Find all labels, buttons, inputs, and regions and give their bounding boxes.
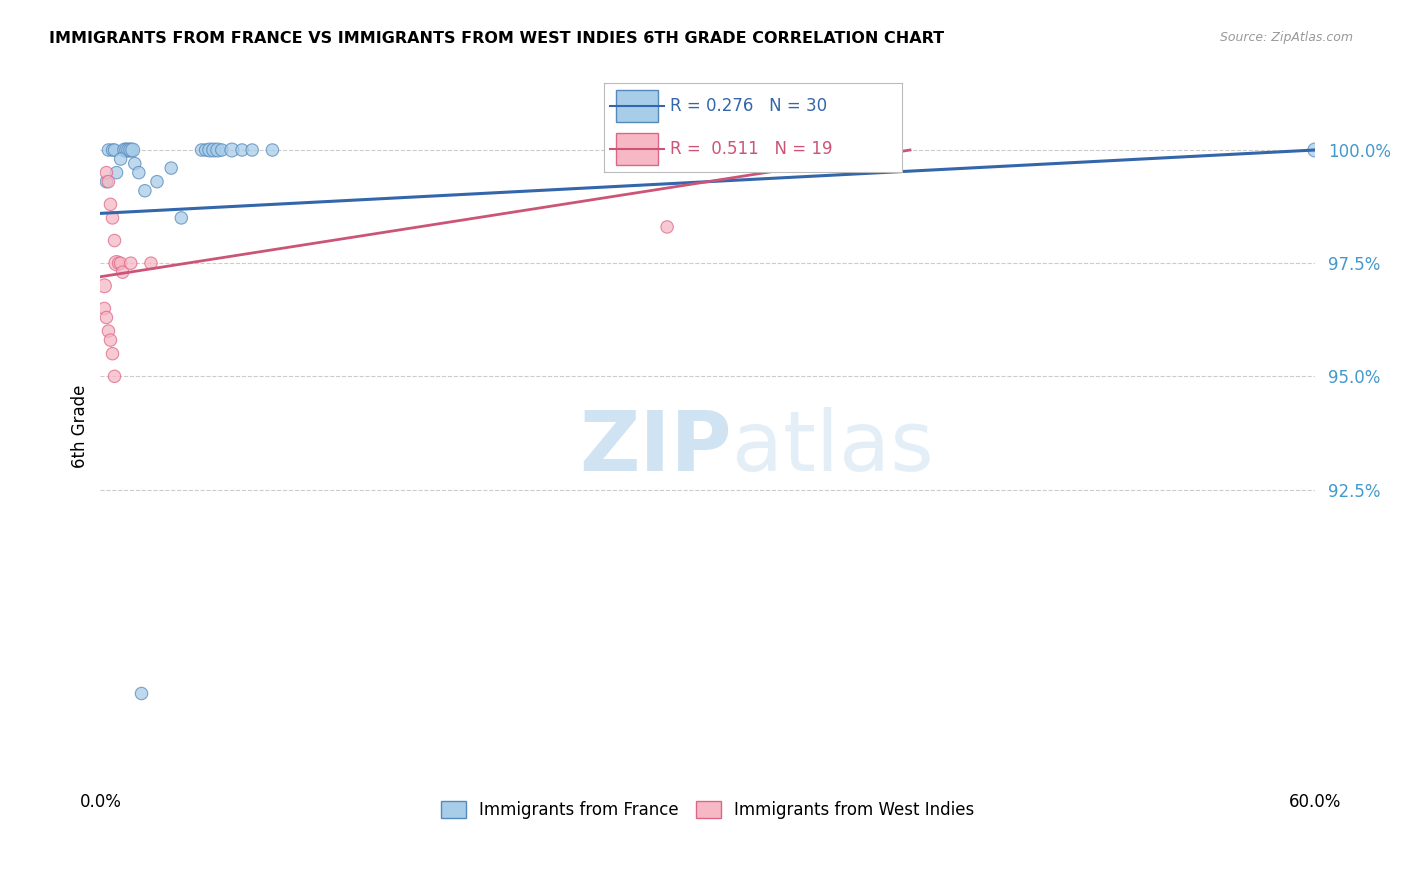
- Point: [240, 143, 263, 157]
- Text: Source: ZipAtlas.com: Source: ZipAtlas.com: [1219, 31, 1353, 45]
- Point: [202, 143, 225, 157]
- Text: IMMIGRANTS FROM FRANCE VS IMMIGRANTS FROM WEST INDIES 6TH GRADE CORRELATION CHAR: IMMIGRANTS FROM FRANCE VS IMMIGRANTS FRO…: [49, 31, 945, 46]
- Point: [96, 166, 118, 180]
- Point: [101, 143, 124, 157]
- Point: [128, 166, 150, 180]
- Point: [207, 143, 229, 157]
- Text: atlas: atlas: [733, 407, 934, 488]
- Point: [101, 211, 124, 225]
- Point: [211, 143, 233, 157]
- Point: [96, 175, 118, 189]
- Point: [97, 175, 120, 189]
- Point: [170, 211, 193, 225]
- Point: [139, 256, 162, 270]
- Point: [103, 369, 125, 384]
- Point: [115, 143, 138, 157]
- Y-axis label: 6th Grade: 6th Grade: [72, 384, 89, 467]
- Point: [194, 143, 217, 157]
- Point: [114, 143, 136, 157]
- Point: [190, 143, 212, 157]
- Point: [103, 143, 125, 157]
- Point: [93, 301, 115, 316]
- Point: [110, 256, 132, 270]
- Point: [231, 143, 253, 157]
- Point: [655, 219, 678, 234]
- Point: [129, 686, 152, 700]
- Point: [146, 175, 169, 189]
- Point: [100, 197, 122, 211]
- Point: [101, 347, 124, 361]
- Point: [221, 143, 243, 157]
- Point: [118, 143, 141, 157]
- Point: [96, 310, 118, 325]
- Point: [124, 156, 146, 170]
- Point: [110, 152, 132, 166]
- Point: [262, 143, 284, 157]
- Point: [107, 256, 129, 270]
- Text: ZIP: ZIP: [579, 407, 733, 488]
- Point: [645, 143, 668, 157]
- Point: [93, 278, 115, 293]
- Point: [121, 143, 143, 157]
- Point: [97, 324, 120, 338]
- Point: [198, 143, 221, 157]
- Point: [636, 143, 658, 157]
- Point: [120, 256, 142, 270]
- Point: [120, 143, 142, 157]
- Point: [134, 184, 156, 198]
- Point: [111, 265, 134, 279]
- Point: [97, 143, 120, 157]
- Point: [103, 234, 125, 248]
- Point: [160, 161, 183, 175]
- Point: [100, 333, 122, 347]
- Point: [105, 166, 128, 180]
- Legend: Immigrants from France, Immigrants from West Indies: Immigrants from France, Immigrants from …: [434, 794, 981, 825]
- Point: [1303, 143, 1326, 157]
- Point: [105, 256, 128, 270]
